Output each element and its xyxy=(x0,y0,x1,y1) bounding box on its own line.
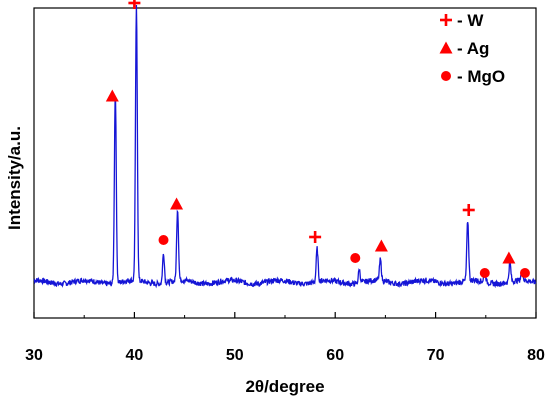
x-axis-title: 2θ/degree xyxy=(245,377,324,396)
x-tick-label-50: 50 xyxy=(226,347,244,364)
marker-ag-6 xyxy=(502,251,516,264)
marker-mgo-9 xyxy=(479,268,490,278)
x-tick-label-60: 60 xyxy=(326,347,344,364)
marker-mgo-8 xyxy=(350,253,361,263)
marker-w-1 xyxy=(309,231,322,243)
y-axis-title: Intensity/a.u. xyxy=(5,126,24,230)
marker-ag-4 xyxy=(170,197,184,210)
x-tick-label-70: 70 xyxy=(427,347,445,364)
series-line-0 xyxy=(33,4,537,289)
axes: 30 40 50 60 70 80 xyxy=(25,7,545,364)
legend: - W - Ag - MgO xyxy=(439,11,505,86)
marker-w-0 xyxy=(128,0,141,9)
marker-mgo-7 xyxy=(158,235,169,245)
marker-w-2 xyxy=(462,204,475,216)
legend-symbol-1 xyxy=(439,41,453,54)
legend-label-0: - W xyxy=(457,11,484,30)
marker-ag-3 xyxy=(105,89,119,102)
x-tick-label-80: 80 xyxy=(527,347,545,364)
x-tick-label-30: 30 xyxy=(25,347,43,364)
legend-label-2: - MgO xyxy=(457,67,505,86)
series-group xyxy=(33,4,537,289)
legend-symbol-0 xyxy=(440,14,452,26)
legend-symbol-2 xyxy=(441,71,451,81)
phase-markers xyxy=(105,0,530,278)
legend-label-1: - Ag xyxy=(457,39,489,58)
x-tick-label-40: 40 xyxy=(126,347,144,364)
marker-ag-5 xyxy=(374,239,388,252)
marker-mgo-10 xyxy=(519,268,530,278)
